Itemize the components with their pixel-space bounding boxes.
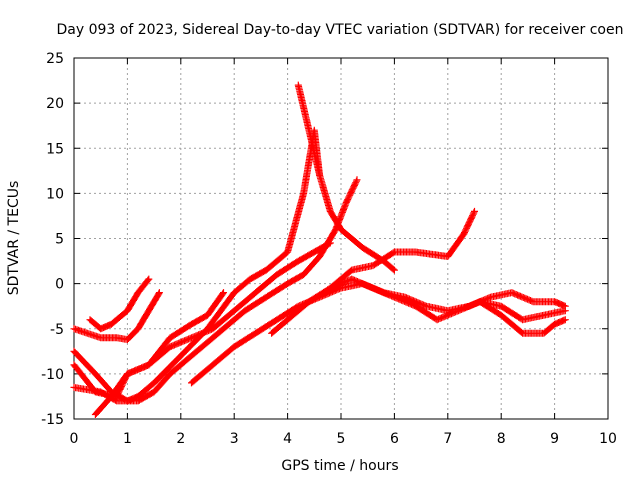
series-track-8: [188, 280, 569, 387]
x-tick-label: 8: [497, 431, 506, 447]
data-point-markers: [86, 275, 153, 333]
y-tick-label: 5: [55, 232, 64, 248]
data-point-markers: [70, 126, 324, 405]
x-tick-label: 0: [70, 431, 79, 447]
x-tick-label: 5: [337, 431, 346, 447]
data-point-markers: [188, 280, 569, 387]
axis-ticks: 0 1 2 3 4 5 6 7 8 9 10 -15 -10 -5 0 5 10 15 20 25: [41, 51, 617, 447]
series-track-2: [70, 289, 163, 344]
y-axis-label: SDTVAR / TECUs: [6, 181, 22, 296]
data-point-markers: [268, 275, 569, 337]
x-tick-label: 7: [443, 431, 452, 447]
y-tick-label: 10: [46, 186, 64, 202]
series-track-3: [70, 126, 324, 405]
x-tick-label: 2: [176, 431, 185, 447]
data-point-markers: [294, 81, 398, 274]
x-tick-label: 10: [599, 431, 617, 447]
data-point-markers: [326, 207, 478, 292]
series-track-7: [91, 239, 334, 418]
x-tick-label: 6: [390, 431, 399, 447]
data-point-markers: [91, 239, 334, 418]
y-tick-label: -10: [41, 367, 64, 383]
data-point-markers: [476, 298, 569, 324]
series-track-9: [268, 275, 569, 337]
series-track-10: [326, 207, 478, 292]
x-tick-label: 3: [230, 431, 239, 447]
gridlines: [74, 58, 608, 419]
x-axis-label: GPS time / hours: [281, 458, 398, 474]
series-track-1: [86, 275, 153, 333]
y-tick-label: 15: [46, 141, 64, 157]
y-tick-label: -15: [41, 412, 64, 428]
data-point-markers: [70, 176, 361, 405]
y-tick-label: 20: [46, 96, 64, 112]
data-marks: [70, 81, 569, 418]
chart-title: Day 093 of 2023, Sidereal Day-to-day VTE…: [57, 22, 624, 38]
y-tick-label: -5: [50, 322, 64, 338]
y-tick-label: 0: [55, 277, 64, 293]
series-track-4: [294, 81, 398, 274]
x-tick-label: 4: [283, 431, 292, 447]
series-track-11: [476, 298, 569, 324]
data-point-markers: [70, 289, 163, 344]
plot-frame: [73, 57, 609, 420]
x-tick-label: 1: [123, 431, 132, 447]
x-tick-label: 9: [550, 431, 559, 447]
y-tick-label: 25: [46, 51, 64, 67]
series-track-6: [70, 176, 361, 405]
